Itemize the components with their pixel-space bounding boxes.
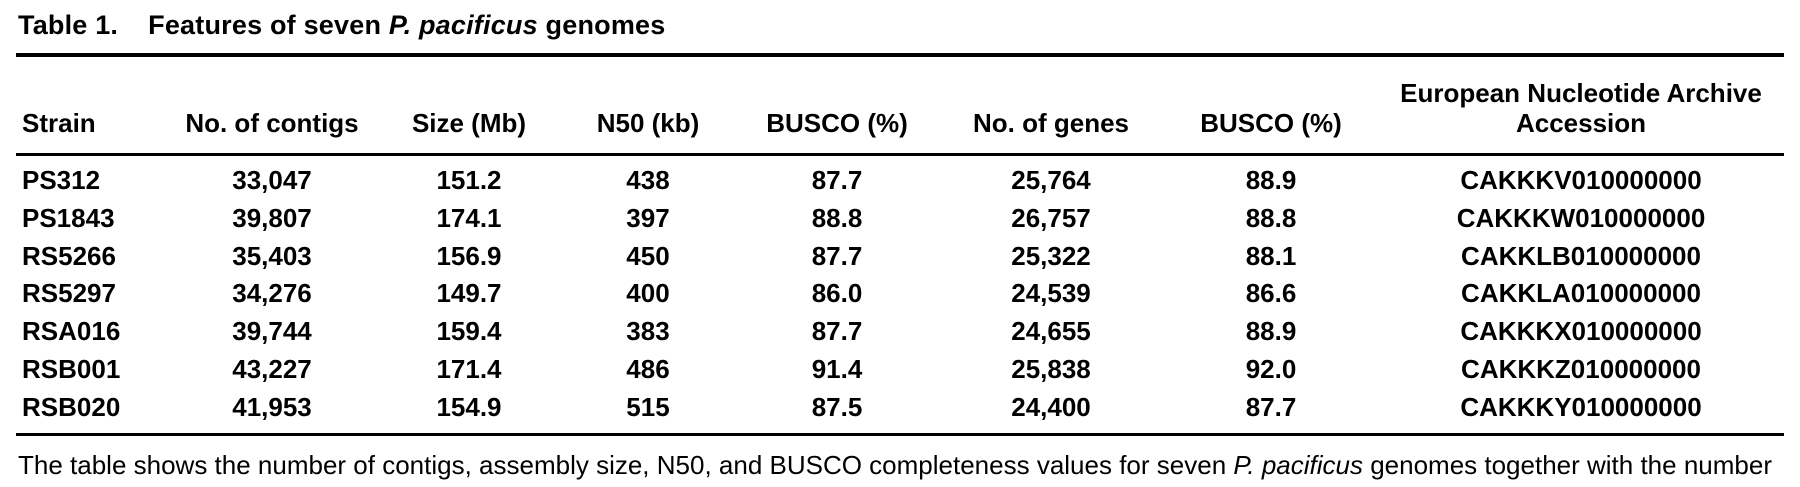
table-title: Table 1. Features of seven P. pacificus g… xyxy=(16,6,1784,57)
cell-strain: RS5297 xyxy=(22,278,116,309)
genome-features-table: Strain No. of contigs Size (Mb) N50 (kb)… xyxy=(16,57,1784,436)
col-header-busco-assembly: BUSCO (%) xyxy=(766,107,908,138)
table-body: PS312 33,047 151.2 438 87.7 25,764 88.9 … xyxy=(16,154,1784,435)
cell-genes: 26,757 xyxy=(1011,202,1091,233)
cell-contigs: 41,953 xyxy=(232,392,312,423)
cell-contigs: 43,227 xyxy=(232,354,312,385)
table-footnote: The table shows the number of contigs, a… xyxy=(16,436,1784,487)
cell-n50: 515 xyxy=(626,392,670,423)
cell-genes: 24,539 xyxy=(1011,278,1091,309)
cell-contigs: 39,807 xyxy=(232,202,312,233)
cell-size: 159.4 xyxy=(436,316,502,347)
cell-busco-genes: 88.8 xyxy=(1245,202,1297,233)
cell-strain: RS5266 xyxy=(22,240,116,271)
cell-busco-assembly: 88.8 xyxy=(811,202,863,233)
cell-genes: 25,764 xyxy=(1011,164,1091,195)
footnote-text: The table shows the number of contigs, a… xyxy=(18,450,1234,481)
cell-genes: 25,838 xyxy=(1011,354,1091,385)
species-name: P. pacificus xyxy=(388,10,538,40)
col-header-size: Size (Mb) xyxy=(411,107,527,138)
table-row: RSB020 41,953 154.9 515 87.5 24,400 87.7… xyxy=(16,389,1784,434)
cell-busco-assembly: 91.4 xyxy=(811,354,863,385)
cell-strain: RSA016 xyxy=(22,316,121,347)
table-title-suffix: genomes xyxy=(537,10,666,40)
cell-busco-genes: 88.9 xyxy=(1245,164,1297,195)
cell-contigs: 39,744 xyxy=(232,316,312,347)
cell-ena-accession: CAKKKV010000000 xyxy=(1460,164,1702,195)
cell-busco-assembly: 87.5 xyxy=(811,392,863,423)
cell-size: 156.9 xyxy=(436,240,502,271)
cell-strain: PS312 xyxy=(22,164,101,195)
cell-busco-genes: 88.9 xyxy=(1245,316,1297,347)
cell-n50: 397 xyxy=(626,202,670,233)
cell-ena-accession: CAKKLA010000000 xyxy=(1461,278,1701,309)
table-row: RS5266 35,403 156.9 450 87.7 25,322 88.1… xyxy=(16,238,1784,276)
cell-size: 154.9 xyxy=(436,392,502,423)
cell-contigs: 33,047 xyxy=(232,164,312,195)
cell-busco-assembly: 86.0 xyxy=(811,278,863,309)
cell-busco-assembly: 87.7 xyxy=(811,164,863,195)
cell-strain: PS1843 xyxy=(22,202,115,233)
cell-contigs: 35,403 xyxy=(232,240,312,271)
cell-contigs: 34,276 xyxy=(232,278,312,309)
cell-ena-accession: CAKKLB010000000 xyxy=(1461,240,1701,271)
cell-strain: RSB020 xyxy=(22,392,121,423)
cell-genes: 24,655 xyxy=(1011,316,1091,347)
col-header-ena-accession: European Nucleotide Archive Accession xyxy=(1400,78,1762,138)
cell-size: 149.7 xyxy=(436,278,502,309)
cell-size: 171.4 xyxy=(436,354,502,385)
col-header-contigs: No. of contigs xyxy=(185,107,359,138)
cell-ena-accession: CAKKKX010000000 xyxy=(1460,316,1702,347)
table-row: RSB001 43,227 171.4 486 91.4 25,838 92.0… xyxy=(16,351,1784,389)
cell-genes: 25,322 xyxy=(1011,240,1091,271)
footnote-text-continued: genomes together with the number and com… xyxy=(18,450,1772,487)
table-row: PS1843 39,807 174.1 397 88.8 26,757 88.8… xyxy=(16,200,1784,238)
table-row: PS312 33,047 151.2 438 87.7 25,764 88.9 … xyxy=(16,154,1784,199)
header-row: Strain No. of contigs Size (Mb) N50 (kb)… xyxy=(16,57,1784,154)
cell-size: 174.1 xyxy=(436,202,502,233)
cell-busco-assembly: 87.7 xyxy=(811,240,863,271)
table-row: RSA016 39,744 159.4 383 87.7 24,655 88.9… xyxy=(16,313,1784,351)
cell-ena-accession: CAKKKW010000000 xyxy=(1456,202,1706,233)
cell-busco-genes: 86.6 xyxy=(1245,278,1297,309)
cell-ena-accession: CAKKKZ010000000 xyxy=(1461,354,1701,385)
cell-n50: 383 xyxy=(626,316,670,347)
cell-busco-genes: 87.7 xyxy=(1245,392,1297,423)
species-name: P. pacificus xyxy=(1233,450,1363,481)
cell-ena-accession: CAKKKY010000000 xyxy=(1460,392,1702,423)
cell-busco-assembly: 87.7 xyxy=(811,316,863,347)
cell-n50: 400 xyxy=(626,278,670,309)
cell-size: 151.2 xyxy=(436,164,502,195)
cell-busco-genes: 88.1 xyxy=(1245,240,1297,271)
table-title-text: Features of seven xyxy=(148,10,389,40)
col-header-busco-genes: BUSCO (%) xyxy=(1200,107,1342,138)
table-header: Strain No. of contigs Size (Mb) N50 (kb)… xyxy=(16,57,1784,155)
col-header-genes: No. of genes xyxy=(972,107,1129,138)
cell-strain: RSB001 xyxy=(22,354,121,385)
cell-n50: 450 xyxy=(626,240,670,271)
col-header-strain: Strain xyxy=(22,107,96,138)
cell-n50: 486 xyxy=(626,354,670,385)
cell-busco-genes: 92.0 xyxy=(1245,354,1297,385)
cell-genes: 24,400 xyxy=(1011,392,1091,423)
cell-n50: 438 xyxy=(626,164,670,195)
col-header-n50: N50 (kb) xyxy=(596,107,700,138)
table-row: RS5297 34,276 149.7 400 86.0 24,539 86.6… xyxy=(16,275,1784,313)
table-number-label: Table 1. xyxy=(18,10,119,40)
